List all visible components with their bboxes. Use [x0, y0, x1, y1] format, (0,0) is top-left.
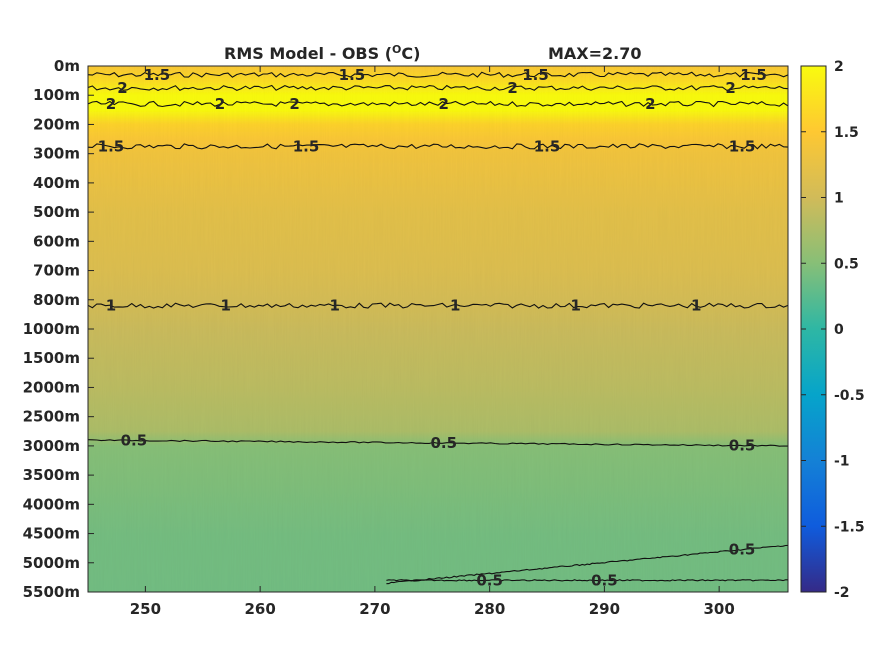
contour-label: 1	[570, 297, 580, 315]
y-tick-label: 0m	[54, 57, 80, 75]
y-tick-label: 500m	[33, 203, 80, 221]
y-tick-label: 4500m	[23, 525, 80, 543]
y-tick-label: 5000m	[23, 554, 80, 572]
contour-lines: 1.5 1.5 1.5 1.52 2 22 2 2 2 21.5 1.5 1.5 1.51 1 1 1 1 10.…	[87, 66, 789, 589]
y-tick-label: 600m	[33, 232, 80, 250]
contour-line	[87, 100, 789, 108]
y-axis: 0m 100m 200m 300m 400m 500m 600m 700m 800m 1000m 1…	[23, 57, 94, 601]
contour-line	[87, 439, 789, 447]
contour-label: 2	[725, 79, 735, 97]
y-tick-label: 3000m	[23, 437, 80, 455]
y-tick-label: 200m	[33, 115, 80, 133]
contour-label: 0.5	[729, 437, 756, 455]
contour-label: 2	[439, 95, 449, 113]
colorbar-tick-label: -1.5	[834, 519, 865, 535]
contour-label: 2	[215, 95, 225, 113]
y-tick-label: 300m	[33, 145, 80, 163]
contour-label: 1	[450, 297, 460, 315]
contour-label: 2	[507, 79, 517, 97]
title-text: RMS Model - OBS (OC)	[224, 43, 420, 63]
contour-label: 0.5	[729, 541, 756, 559]
colorbar-tick-label: -0.5	[834, 388, 865, 404]
y-tick-label: 700m	[33, 262, 80, 280]
y-tick-label: 400m	[33, 174, 80, 192]
colorbar-tick-label: 0	[834, 322, 844, 338]
contour-label: 1	[330, 297, 340, 315]
contour-label: 0.5	[430, 434, 457, 452]
y-tick-label: 4000m	[23, 495, 80, 513]
contour-label: 1.5	[534, 137, 561, 155]
y-tick-label: 100m	[33, 86, 80, 104]
x-tick-label: 300	[703, 600, 734, 618]
contour-label: 2	[645, 95, 655, 113]
contour-label: 2	[117, 79, 127, 97]
x-tick-label: 290	[589, 600, 620, 618]
contour-line	[386, 544, 789, 585]
colorbar-tick-label: 2	[834, 59, 844, 75]
contour-label: 0.5	[476, 571, 503, 589]
contour-label: 1	[691, 297, 701, 315]
colorbar: 2 1.5 1 0.5 0 -0.5 -1 -1.5 -2	[800, 59, 865, 601]
x-tick-label: 280	[474, 600, 505, 618]
contour-label: 1.5	[339, 66, 366, 84]
contour-label: 1.5	[522, 66, 549, 84]
x-tick-label: 260	[244, 600, 275, 618]
contour-label: 1.5	[740, 66, 767, 84]
contour-label: 0.5	[591, 571, 618, 589]
colorbar-tick-label: -2	[834, 585, 850, 601]
y-tick-label: 2500m	[23, 408, 80, 426]
contour-label: 1.5	[729, 137, 756, 155]
contour-label: 0.5	[121, 431, 148, 449]
contour-line	[87, 143, 789, 150]
heatmap-field	[88, 66, 788, 592]
plot-area	[88, 66, 788, 592]
contour-label: 2	[289, 95, 299, 113]
max-label: MAX=2.70	[548, 44, 642, 63]
contour-line	[386, 579, 788, 582]
chart-title: RMS Model - OBS (OC) MAX=2.70	[224, 43, 642, 63]
colorbar-tick-label: 1.5	[834, 125, 859, 141]
y-tick-label: 800m	[33, 291, 80, 309]
colorbar-tick-label: 1	[834, 191, 844, 207]
contour-label: 1.5	[98, 137, 125, 155]
contour-label: 1.5	[144, 66, 171, 84]
y-tick-label: 1000m	[23, 320, 80, 338]
contour-line	[87, 302, 789, 309]
contour-line	[87, 84, 789, 92]
y-tick-label: 1500m	[23, 349, 80, 367]
x-tick-label: 250	[130, 600, 161, 618]
contour-label: 1.5	[293, 137, 320, 155]
y-tick-label: 5500m	[23, 583, 80, 601]
y-tick-label: 2000m	[23, 378, 80, 396]
contour-label: 1	[220, 297, 230, 315]
colorbar-tick-label: 0.5	[834, 256, 859, 272]
contour-label: 1	[106, 297, 116, 315]
x-tick-label: 270	[359, 600, 390, 618]
colorbar-tick-label: -1	[834, 454, 850, 470]
contour-line	[87, 71, 789, 78]
contour-label: 2	[106, 95, 116, 113]
y-tick-label: 3500m	[23, 466, 80, 484]
